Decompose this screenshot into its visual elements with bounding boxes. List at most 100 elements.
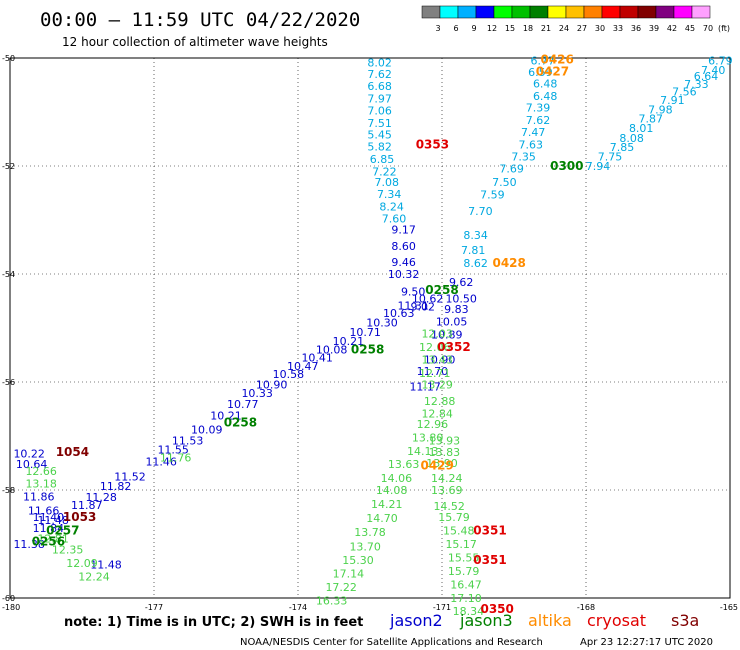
swh-point: 11.70 bbox=[417, 365, 449, 378]
swh-point: 14.08 bbox=[376, 484, 408, 497]
swh-point: 15.17 bbox=[445, 538, 477, 551]
swh-point: 7.34 bbox=[377, 188, 402, 201]
scale-tick-label: 70 bbox=[703, 24, 713, 33]
swh-point: 14.13 bbox=[407, 445, 439, 458]
swh-point: 8.34 bbox=[463, 229, 488, 242]
swh-point: 13.78 bbox=[354, 526, 386, 539]
lon-tick-label: -168 bbox=[577, 603, 595, 612]
swh-point: 7.97 bbox=[367, 93, 392, 106]
swh-point: 13.63 bbox=[388, 458, 420, 471]
scale-tick-label: 30 bbox=[595, 24, 605, 33]
swh-point: 11.66 bbox=[28, 505, 60, 518]
swh-point: 7.91 bbox=[660, 94, 685, 107]
swh-point: 12.88 bbox=[424, 395, 456, 408]
satellite-legend-s3a: s3a bbox=[671, 611, 699, 630]
swh-point: 10.41 bbox=[301, 352, 333, 365]
footer-note: note: 1) Time is in UTC; 2) SWH is in fe… bbox=[64, 615, 363, 630]
swh-point: 8.02 bbox=[367, 56, 392, 69]
pass-time-label: 0351 bbox=[473, 553, 506, 567]
scale-swatch bbox=[529, 5, 549, 19]
swh-point: 12.71 bbox=[419, 367, 451, 380]
swh-point: 8.62 bbox=[463, 257, 488, 270]
swh-point: 9.50 bbox=[401, 285, 426, 298]
swh-point: 12.09 bbox=[66, 557, 98, 570]
pass-time-label: 0428 bbox=[492, 256, 525, 270]
swh-point: 7.40 bbox=[701, 64, 726, 77]
swh-point: 5.82 bbox=[367, 141, 392, 154]
swh-point: 10.64 bbox=[16, 458, 48, 471]
swh-point: 12.24 bbox=[78, 570, 110, 583]
swh-point: 8.08 bbox=[619, 132, 644, 145]
swh-point: 9.02 bbox=[411, 300, 436, 313]
scale-tick-label: 33 bbox=[613, 24, 623, 33]
wave-height-points: 10.2210.6411.8611.6611.4011.4811.8411.38… bbox=[13, 55, 732, 618]
swh-point: 12.06 bbox=[419, 341, 451, 354]
swh-point: 10.89 bbox=[431, 328, 463, 341]
swh-point: 11.17 bbox=[409, 380, 441, 393]
swh-point: 15.48 bbox=[443, 525, 475, 538]
scale-swatch bbox=[547, 5, 567, 19]
pass-time-label: 0257 bbox=[46, 524, 79, 538]
swh-point: 5.45 bbox=[367, 129, 392, 142]
swh-point: 14.21 bbox=[371, 498, 403, 511]
lon-tick-label: -171 bbox=[433, 603, 451, 612]
swh-point: 7.51 bbox=[367, 117, 392, 130]
swh-point: 14.70 bbox=[366, 512, 398, 525]
swh-point: 10.33 bbox=[241, 387, 273, 400]
scale-swatch bbox=[439, 5, 459, 19]
scale-swatch bbox=[673, 5, 693, 19]
swh-point: 12.96 bbox=[417, 418, 449, 431]
swh-point: 9.17 bbox=[391, 224, 416, 237]
swh-point: 7.75 bbox=[598, 150, 623, 163]
swh-point: 11.55 bbox=[157, 444, 189, 457]
swh-point: 6.77 bbox=[531, 55, 556, 68]
scale-swatch bbox=[421, 5, 441, 19]
scale-tick-label: 36 bbox=[631, 24, 641, 33]
swh-point: 11.38 bbox=[13, 538, 45, 551]
swh-point: 7.62 bbox=[526, 114, 551, 127]
pass-time-label: 0258 bbox=[224, 416, 257, 430]
lat-tick-label: -56 bbox=[2, 378, 15, 387]
scale-tick-label: 18 bbox=[523, 24, 533, 33]
scale-swatch bbox=[637, 5, 657, 19]
swh-point: 11.48 bbox=[37, 514, 69, 527]
swh-point: 13.80 bbox=[412, 432, 444, 445]
scale-tick-label: 27 bbox=[577, 24, 587, 33]
swh-point: 13.69 bbox=[431, 484, 463, 497]
swh-point: 8.24 bbox=[379, 201, 404, 214]
swh-point: 11.53 bbox=[172, 434, 204, 447]
swh-point: 11.87 bbox=[71, 499, 103, 512]
scale-swatch bbox=[493, 5, 513, 19]
swh-point: 14.24 bbox=[431, 472, 463, 485]
swh-point: 10.05 bbox=[436, 316, 468, 329]
swh-point: 14.52 bbox=[433, 500, 465, 513]
swh-point: 7.33 bbox=[684, 78, 709, 91]
swh-point: 7.22 bbox=[372, 165, 397, 178]
scale-tick-label: 12 bbox=[487, 24, 497, 33]
swh-point: 14.06 bbox=[381, 472, 413, 485]
satellite-legend-altika: altika bbox=[528, 611, 572, 630]
swh-point: 13.18 bbox=[25, 478, 57, 491]
longitude-labels: -180 -177 -174 -171 -168 -165 bbox=[2, 603, 738, 612]
pass-time-label: 0427 bbox=[536, 65, 569, 79]
swh-point: 15.79 bbox=[438, 511, 470, 524]
swh-point: 11.84 bbox=[33, 522, 65, 535]
scale-swatch bbox=[619, 5, 639, 19]
swh-point: 10.21 bbox=[333, 335, 365, 348]
swh-point: 16.47 bbox=[450, 579, 482, 592]
satellite-legend-jason2: jason2 bbox=[389, 611, 443, 630]
swh-point: 10.50 bbox=[445, 292, 477, 305]
swh-point: 7.59 bbox=[480, 189, 505, 202]
swh-point: 6.64 bbox=[694, 70, 719, 83]
swh-point: 7.69 bbox=[499, 163, 524, 176]
swh-point: 11.82 bbox=[100, 480, 132, 493]
scale-swatch bbox=[583, 5, 603, 19]
swh-point: 7.06 bbox=[367, 104, 392, 117]
scale-tick-label: 39 bbox=[649, 24, 659, 33]
swh-point: 16.33 bbox=[316, 595, 348, 608]
swh-point: 10.62 bbox=[412, 292, 444, 305]
swh-point: 13.29 bbox=[421, 379, 453, 392]
swh-point: 6.79 bbox=[708, 55, 733, 68]
lon-tick-label: -174 bbox=[289, 603, 307, 612]
swh-point: 11.31 bbox=[397, 299, 429, 312]
